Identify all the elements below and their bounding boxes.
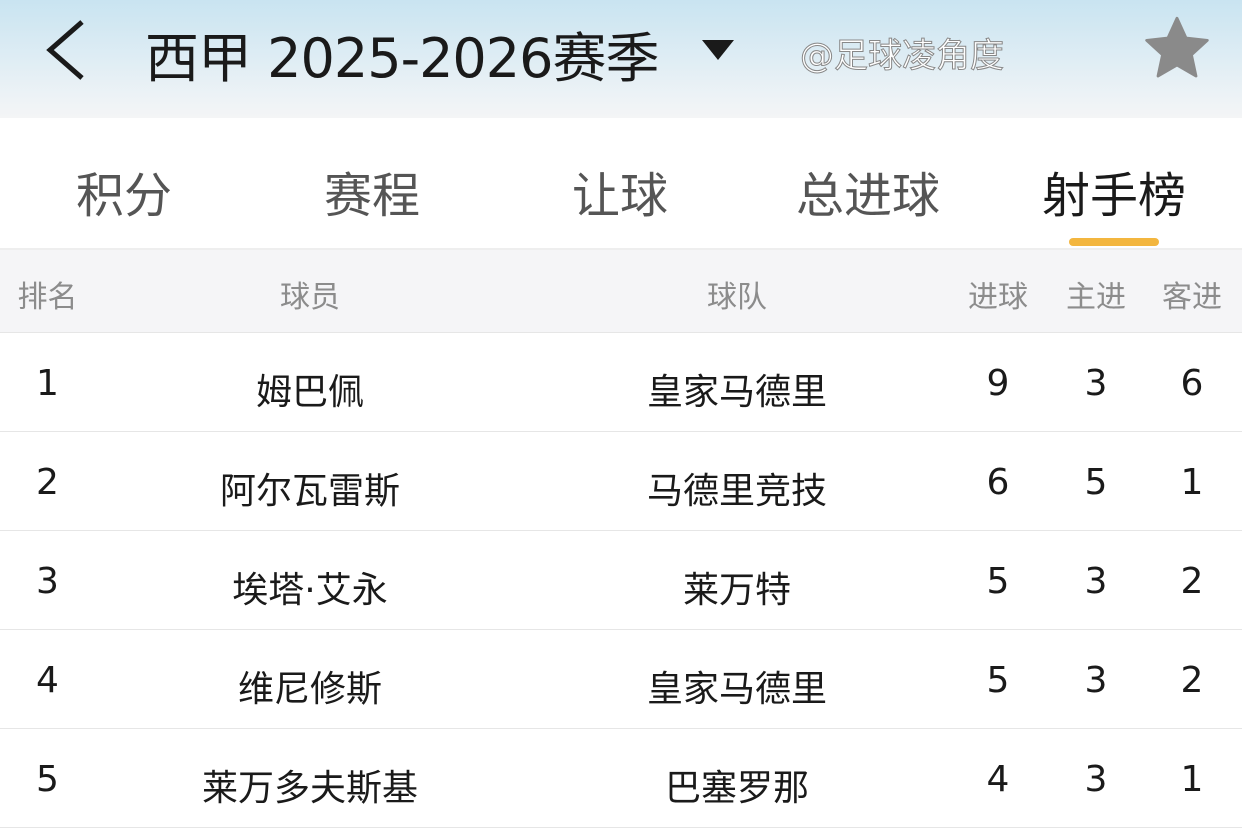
cell-player: 维尼修斯 [237, 669, 382, 710]
cell-player: 莱万多夫斯基 [201, 768, 418, 809]
cell-goals: 5 [986, 561, 1010, 602]
chevron-left-icon[interactable] [42, 18, 92, 82]
cell-home-goals: 5 [1084, 462, 1108, 503]
col-goals: 进球 [968, 280, 1028, 315]
cell-away-goals: 1 [1180, 759, 1204, 800]
col-team: 球队 [707, 280, 767, 315]
cell-goals: 5 [986, 660, 1010, 701]
tab-standings[interactable]: 积分 [75, 168, 172, 224]
table-row[interactable]: 1 姆巴佩 皇家马德里 9 3 6 [0, 333, 1242, 432]
table-row[interactable]: 3 埃塔·艾永 莱万特 5 3 2 [0, 531, 1242, 630]
cell-away-goals: 1 [1180, 462, 1204, 503]
cell-team: 皇家马德里 [646, 372, 827, 413]
cell-rank: 4 [36, 660, 59, 701]
cell-player: 阿尔瓦雷斯 [219, 471, 400, 512]
season-title[interactable]: 西甲 2025-2026赛季 [145, 27, 660, 90]
table-row[interactable]: 4 维尼修斯 皇家马德里 5 3 2 [0, 630, 1242, 729]
table-row[interactable]: 2 阿尔瓦雷斯 马德里竞技 6 5 1 [0, 432, 1242, 531]
cell-home-goals: 3 [1084, 660, 1108, 701]
col-rank: 排名 [17, 280, 78, 315]
cell-home-goals: 3 [1084, 759, 1108, 800]
cell-team: 皇家马德里 [646, 669, 827, 710]
cell-goals: 9 [986, 363, 1010, 404]
cell-away-goals: 2 [1180, 561, 1204, 602]
tab-top-scorers[interactable]: 射手榜 [1041, 168, 1186, 224]
cell-away-goals: 6 [1180, 363, 1204, 404]
cell-rank: 5 [36, 759, 59, 800]
cell-home-goals: 3 [1084, 561, 1108, 602]
table-header: 排名 球员 球队 进球 主进 客进 [0, 250, 1242, 333]
tab-handicap[interactable]: 让球 [571, 168, 668, 224]
tab-schedule[interactable]: 赛程 [323, 168, 420, 224]
active-tab-indicator [1069, 238, 1159, 246]
cell-goals: 6 [986, 462, 1010, 503]
table-row[interactable]: 5 莱万多夫斯基 巴塞罗那 4 3 1 [0, 729, 1242, 828]
cell-home-goals: 3 [1084, 363, 1108, 404]
cell-rank: 3 [36, 561, 59, 602]
cell-away-goals: 2 [1180, 660, 1204, 701]
cell-team: 莱万特 [682, 570, 791, 611]
cell-goals: 4 [986, 759, 1010, 800]
dropdown-caret-icon[interactable] [702, 40, 734, 60]
top-bar: 西甲 2025-2026赛季 @足球凌角度 [0, 0, 1242, 118]
col-away-goals: 客进 [1162, 280, 1222, 315]
cell-player: 埃塔·艾永 [232, 570, 388, 611]
col-home-goals: 主进 [1066, 280, 1126, 315]
tab-total-goals[interactable]: 总进球 [795, 168, 940, 224]
star-icon[interactable] [1142, 14, 1212, 82]
tab-bar: 积分 赛程 让球 总进球 射手榜 [0, 118, 1242, 250]
cell-team: 巴塞罗那 [664, 768, 809, 809]
watermark: @足球凌角度 [800, 36, 1005, 77]
cell-player: 姆巴佩 [255, 372, 364, 413]
cell-rank: 2 [36, 462, 59, 503]
col-player: 球员 [280, 280, 340, 315]
cell-rank: 1 [36, 363, 59, 404]
cell-team: 马德里竞技 [646, 471, 827, 512]
